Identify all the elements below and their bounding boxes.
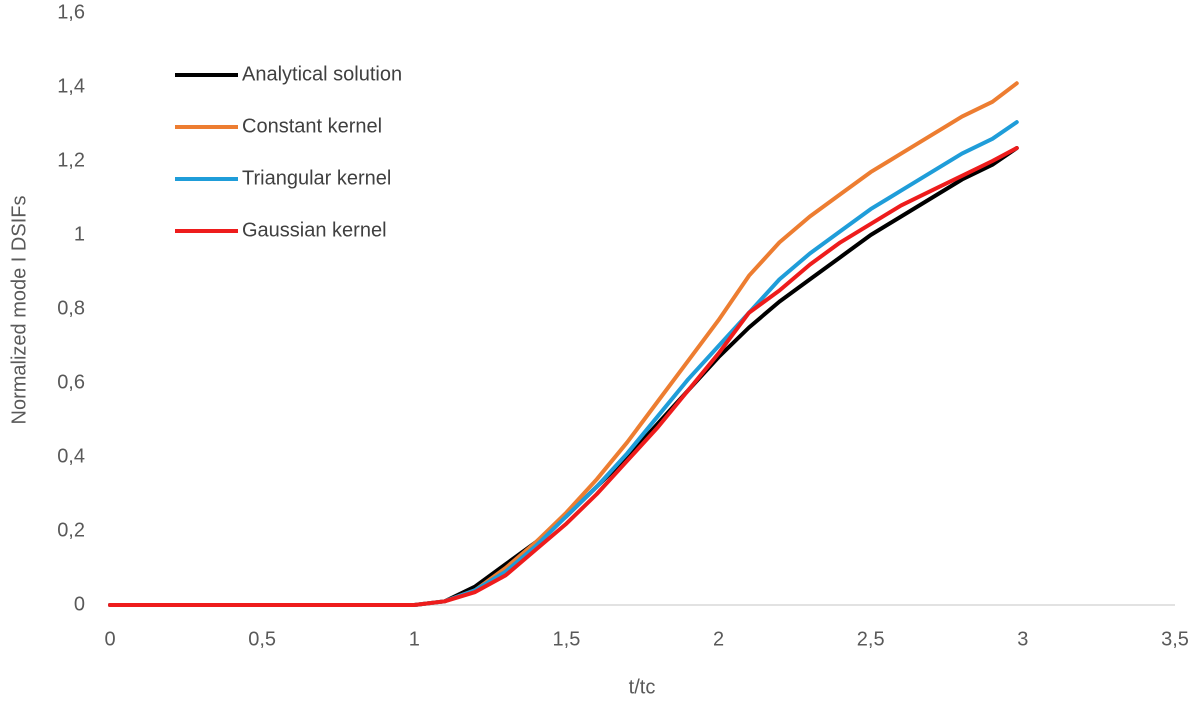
x-tick-label: 0,5 xyxy=(248,628,276,650)
series-line xyxy=(108,146,1019,607)
x-axis-label: t/tc xyxy=(629,676,656,698)
y-tick-label: 1,4 xyxy=(57,75,85,97)
x-tick-label: 3,5 xyxy=(1161,628,1189,650)
y-tick-label: 0,4 xyxy=(57,445,85,467)
y-tick-label: 0,6 xyxy=(57,371,85,393)
y-tick-label: 0,8 xyxy=(57,297,85,319)
x-tick-label: 2 xyxy=(713,628,724,650)
x-tick-label: 2,5 xyxy=(857,628,885,650)
y-tick-label: 0,2 xyxy=(57,519,85,541)
y-tick-label: 0 xyxy=(74,593,85,615)
x-tick-label: 0 xyxy=(104,628,115,650)
legend-label: Analytical solution xyxy=(242,63,402,85)
y-tick-label: 1,2 xyxy=(57,149,85,171)
y-tick-label: 1 xyxy=(74,223,85,245)
legend-label: Gaussian kernel xyxy=(242,219,387,241)
x-tick-label: 1 xyxy=(409,628,420,650)
series-line xyxy=(108,120,1019,607)
x-tick-label: 1,5 xyxy=(553,628,581,650)
x-tick-label: 3 xyxy=(1017,628,1028,650)
legend-label: Triangular kernel xyxy=(242,167,391,189)
y-axis-label: Normalized mode I DSIFs xyxy=(8,196,30,425)
legend-label: Constant kernel xyxy=(242,115,382,137)
y-tick-label: 1,6 xyxy=(57,1,85,23)
